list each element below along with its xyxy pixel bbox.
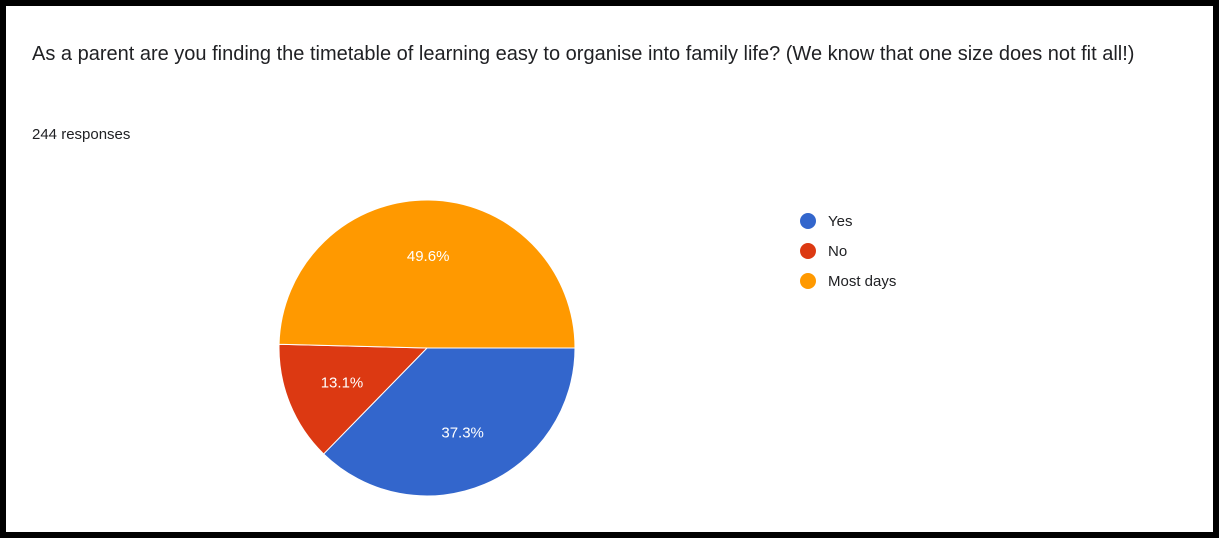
legend-swatch-no: [800, 243, 816, 259]
response-count: 244 responses: [32, 126, 131, 143]
pie-slice-yes[interactable]: [322, 347, 576, 497]
legend-swatch-most-days: [800, 273, 816, 289]
legend-item-no[interactable]: No: [800, 236, 896, 266]
pie-slice-no[interactable]: [278, 343, 429, 455]
legend: Yes No Most days: [800, 206, 896, 296]
legend-item-yes[interactable]: Yes: [800, 206, 896, 236]
legend-swatch-yes: [800, 213, 816, 229]
slice-label-no: 13.1%: [321, 375, 364, 392]
legend-label-most-days: Most days: [828, 272, 897, 290]
slice-label-yes: 37.3%: [441, 425, 484, 442]
slice-label-most-days: 49.6%: [407, 248, 450, 265]
pie-slice-most-days[interactable]: [278, 199, 576, 349]
legend-label-yes: Yes: [828, 212, 853, 230]
pie-chart: 37.3% 13.1% 49.6%: [278, 199, 576, 497]
legend-item-most-days[interactable]: Most days: [800, 266, 896, 296]
legend-label-no: No: [828, 242, 848, 260]
question-title: As a parent are you finding the timetabl…: [32, 43, 1135, 65]
